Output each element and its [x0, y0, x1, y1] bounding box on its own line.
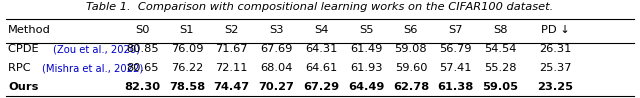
Text: 59.05: 59.05 — [483, 82, 518, 92]
Text: S4: S4 — [314, 25, 328, 35]
Text: S3: S3 — [269, 25, 284, 35]
Text: S2: S2 — [225, 25, 239, 35]
Text: PD ↓: PD ↓ — [541, 25, 570, 35]
Text: (Zou et al., 2020): (Zou et al., 2020) — [52, 44, 140, 54]
Text: 62.78: 62.78 — [393, 82, 429, 92]
Text: 64.61: 64.61 — [305, 63, 337, 73]
Text: 26.31: 26.31 — [540, 44, 572, 54]
Text: 55.28: 55.28 — [484, 63, 516, 73]
Text: 64.31: 64.31 — [305, 44, 337, 54]
Text: 56.79: 56.79 — [440, 44, 472, 54]
Text: 71.67: 71.67 — [216, 44, 248, 54]
Text: 76.22: 76.22 — [171, 63, 203, 73]
Text: 25.37: 25.37 — [540, 63, 572, 73]
Text: 76.09: 76.09 — [171, 44, 203, 54]
Text: S1: S1 — [180, 25, 194, 35]
Text: 54.54: 54.54 — [484, 44, 516, 54]
Text: S6: S6 — [404, 25, 418, 35]
Text: 80.65: 80.65 — [126, 63, 158, 73]
Text: 72.11: 72.11 — [216, 63, 248, 73]
Text: S0: S0 — [135, 25, 149, 35]
Text: 59.08: 59.08 — [395, 44, 427, 54]
Text: 78.58: 78.58 — [169, 82, 205, 92]
Text: RPC: RPC — [8, 63, 35, 73]
Text: (Mishra et al., 2022): (Mishra et al., 2022) — [42, 63, 143, 73]
Text: Method: Method — [8, 25, 51, 35]
Text: S8: S8 — [493, 25, 508, 35]
Text: 23.25: 23.25 — [538, 82, 573, 92]
Text: S7: S7 — [449, 25, 463, 35]
Text: 68.04: 68.04 — [260, 63, 292, 73]
Text: 57.41: 57.41 — [440, 63, 472, 73]
Text: 61.38: 61.38 — [438, 82, 474, 92]
Text: 82.30: 82.30 — [124, 82, 160, 92]
Text: CPDE: CPDE — [8, 44, 43, 54]
Text: 67.29: 67.29 — [303, 82, 339, 92]
Text: Ours: Ours — [8, 82, 38, 92]
Text: S5: S5 — [359, 25, 373, 35]
Text: 67.69: 67.69 — [260, 44, 292, 54]
Text: 74.47: 74.47 — [214, 82, 250, 92]
Text: 61.49: 61.49 — [350, 44, 382, 54]
Text: 80.85: 80.85 — [126, 44, 158, 54]
Text: Table 1.  Comparison with compositional learning works on the CIFAR100 dataset.: Table 1. Comparison with compositional l… — [86, 2, 554, 12]
Text: 70.27: 70.27 — [259, 82, 294, 92]
Text: 64.49: 64.49 — [348, 82, 384, 92]
Text: 61.93: 61.93 — [350, 63, 382, 73]
Text: 59.60: 59.60 — [395, 63, 427, 73]
